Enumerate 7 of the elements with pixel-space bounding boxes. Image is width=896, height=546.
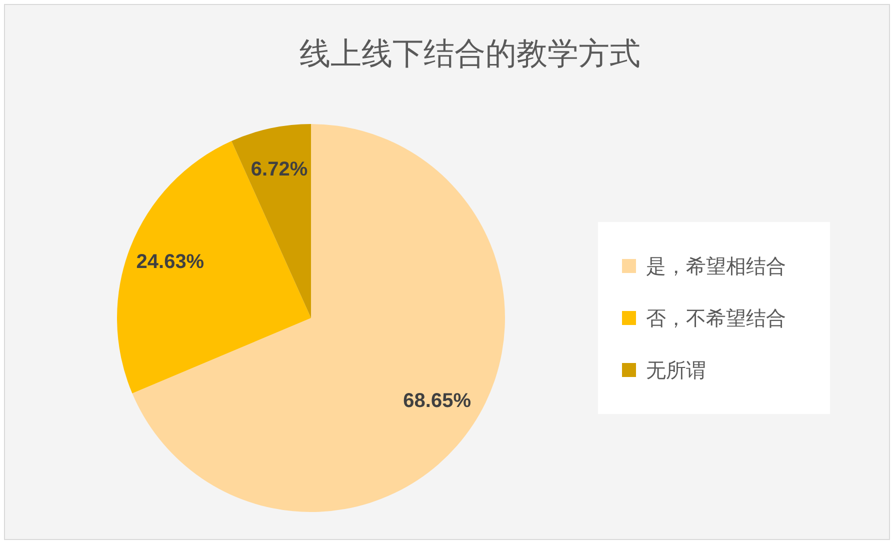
legend-label: 否，不希望结合 [646,304,786,332]
legend-label: 无所谓 [646,356,706,384]
data-label: 24.63% [136,251,204,274]
data-label: 6.72% [250,158,308,181]
legend-label: 是，希望相结合 [646,252,786,280]
chart-title: 线上线下结合的教学方式 [298,35,642,74]
data-label: 68.65% [403,390,472,412]
